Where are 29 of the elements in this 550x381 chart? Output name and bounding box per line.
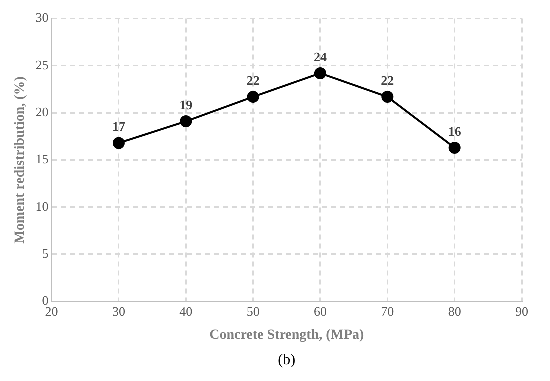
point bbox=[448, 142, 461, 154]
x-tick-label: 70 bbox=[381, 304, 394, 319]
data-label: 22 bbox=[381, 72, 394, 88]
y-tick-label: 20 bbox=[36, 104, 49, 120]
y-tick-label: 10 bbox=[36, 198, 49, 214]
x-tick-label: 60 bbox=[314, 304, 327, 319]
point bbox=[314, 67, 326, 80]
data-label: 17 bbox=[112, 119, 126, 134]
text: (b) bbox=[278, 352, 296, 368]
x-tick-label: 50 bbox=[246, 304, 260, 319]
x-tick-label: 90 bbox=[516, 304, 528, 319]
y-tick-label: 15 bbox=[36, 152, 49, 167]
data-label: 22 bbox=[246, 72, 260, 88]
y-tick-label: 30 bbox=[36, 10, 49, 26]
y-tick-label: 0 bbox=[42, 293, 49, 308]
point bbox=[382, 91, 394, 104]
data-label: 24 bbox=[314, 49, 328, 64]
x-tick-label: 80 bbox=[448, 304, 462, 319]
data-label: 19 bbox=[180, 97, 194, 112]
data-label: 16 bbox=[448, 124, 462, 139]
y-tick-label: 5 bbox=[42, 246, 49, 261]
point bbox=[180, 116, 192, 128]
y-axis-title: Moment redistribution, (%) bbox=[13, 76, 28, 244]
x-axis-title: Concrete Strength, (MPa) bbox=[210, 328, 365, 344]
point bbox=[112, 137, 125, 150]
point bbox=[247, 91, 260, 104]
x-tick-label: 40 bbox=[180, 304, 193, 319]
y-tick-label: 25 bbox=[36, 57, 49, 72]
x-tick-label: 30 bbox=[112, 304, 126, 319]
